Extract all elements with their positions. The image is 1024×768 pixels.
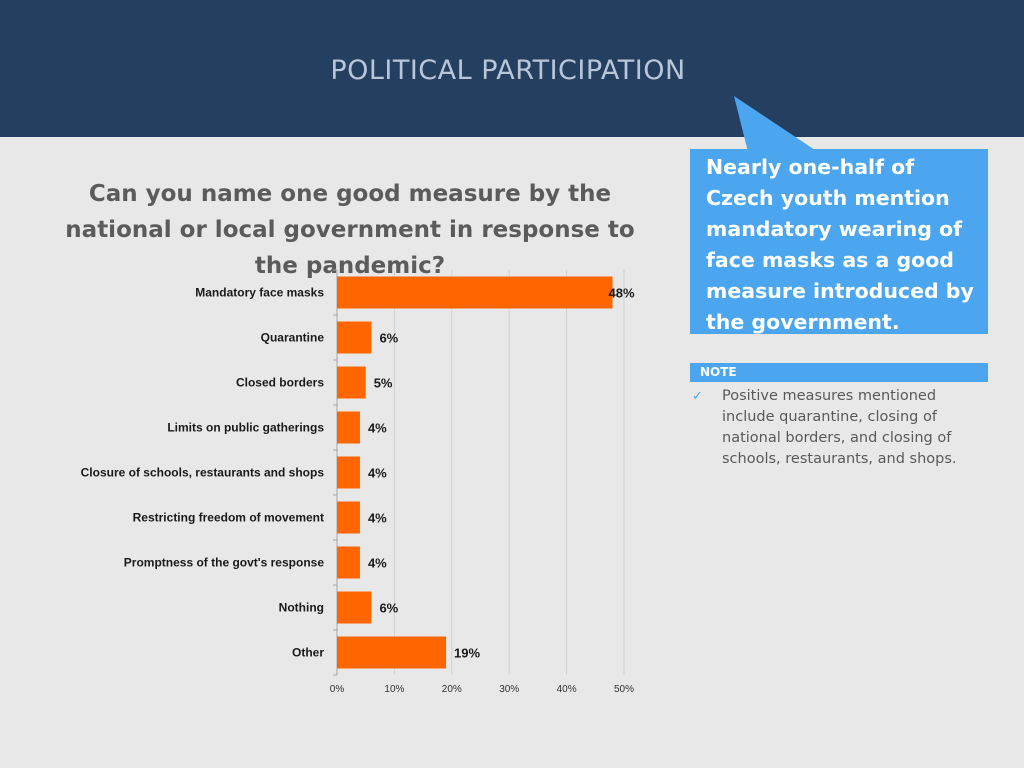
bar	[337, 501, 360, 534]
category-label: Nothing	[279, 601, 324, 615]
bar	[337, 456, 360, 489]
x-tick-label: 40%	[557, 684, 577, 695]
category-label: Closed borders	[236, 376, 324, 390]
survey-question: Can you name one good measure by the nat…	[65, 181, 635, 279]
category-label: Promptness of the govt's response	[124, 556, 325, 570]
checkmark-icon: ✓	[692, 388, 703, 403]
data-label: 4%	[368, 556, 387, 571]
data-label: 48%	[609, 286, 635, 301]
category-label: Other	[292, 646, 324, 660]
x-tick-label: 20%	[442, 684, 462, 695]
category-label: Restricting freedom of movement	[133, 511, 324, 525]
category-label: Limits on public gatherings	[167, 421, 324, 435]
category-label: Quarantine	[261, 331, 325, 345]
data-label: 4%	[368, 511, 387, 526]
data-label: 19%	[454, 646, 480, 661]
header-banner: POLITICAL PARTICIPATION	[0, 0, 1024, 137]
bar	[337, 366, 366, 399]
category-label: Mandatory face masks	[195, 286, 324, 300]
x-tick-label: 30%	[499, 684, 519, 695]
note-label: NOTE	[690, 363, 988, 382]
bar	[337, 276, 613, 309]
data-label: 6%	[379, 601, 398, 616]
x-tick-label: 10%	[384, 684, 404, 695]
page-title: POLITICAL PARTICIPATION	[330, 55, 686, 86]
note-text: Positive measures mentioned include quar…	[722, 388, 957, 467]
bar	[337, 546, 360, 579]
bar	[337, 411, 360, 444]
data-label: 5%	[374, 376, 393, 391]
callout-box: Nearly one-half of Czech youth mention m…	[690, 149, 988, 334]
data-label: 4%	[368, 421, 387, 436]
bar	[337, 591, 372, 624]
data-label: 6%	[379, 331, 398, 346]
bar	[337, 636, 447, 669]
category-label: Closure of schools, restaurants and shop…	[81, 466, 325, 480]
data-label: 4%	[368, 466, 387, 481]
x-tick-label: 0%	[330, 684, 345, 695]
x-tick-label: 50%	[614, 684, 634, 695]
bar	[337, 321, 372, 354]
